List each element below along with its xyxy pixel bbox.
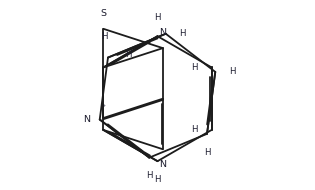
Text: H: H bbox=[125, 50, 131, 59]
Text: N: N bbox=[159, 28, 166, 37]
Text: H: H bbox=[154, 13, 161, 22]
Text: N: N bbox=[159, 161, 166, 169]
Text: ⁺: ⁺ bbox=[101, 103, 105, 112]
Text: H: H bbox=[192, 125, 198, 135]
Text: S: S bbox=[100, 9, 106, 17]
Text: H: H bbox=[192, 63, 198, 72]
Text: H: H bbox=[146, 171, 152, 180]
Text: H: H bbox=[204, 148, 210, 157]
Text: H: H bbox=[180, 29, 186, 38]
Text: H: H bbox=[229, 67, 236, 76]
Text: N: N bbox=[83, 115, 90, 124]
Text: H: H bbox=[154, 175, 161, 184]
Text: H: H bbox=[102, 32, 108, 41]
